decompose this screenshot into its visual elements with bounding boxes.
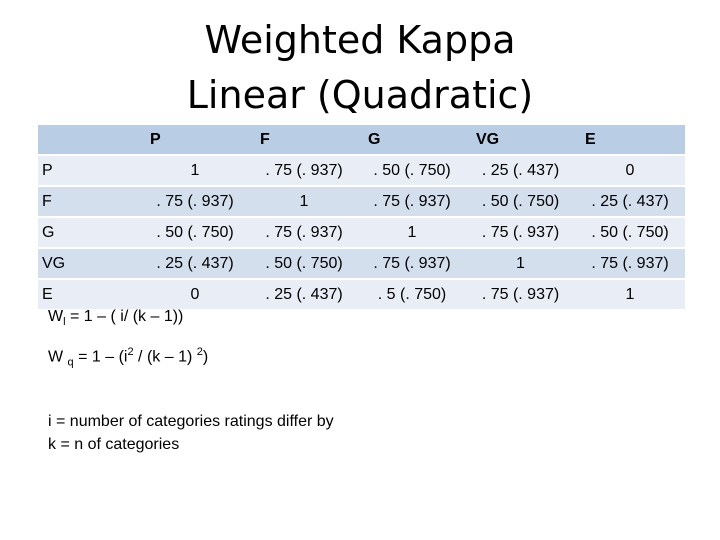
formula-superscript: 2	[127, 346, 134, 358]
title-line: Linear (Quadratic)	[186, 73, 534, 117]
table-row: G. 50 (. 750). 75 (. 937) 1. 75 (. 937). …	[38, 217, 685, 249]
table-cell: . 25 (. 437)	[250, 279, 358, 311]
table-cell: 1	[140, 155, 250, 187]
header-cell: G	[358, 125, 466, 156]
definition: i = number of categories ratings differ …	[48, 413, 334, 430]
table-cell: 0	[575, 155, 685, 187]
header-cell: VG	[466, 125, 575, 156]
table-cell: . 75 (. 937)	[358, 248, 466, 280]
table-cell: 1	[358, 217, 466, 249]
formula-text: = 1 – ( i/ (k – 1))	[65, 308, 184, 325]
row-label: E	[38, 279, 140, 311]
table-row: F. 75 (. 937) 1. 75 (. 937). 50 (. 750). …	[38, 186, 685, 218]
table-cell: . 75 (. 937)	[140, 186, 250, 218]
table-cell: . 75 (. 937)	[358, 186, 466, 218]
formula-subscript: l	[63, 316, 66, 329]
table-cell: . 25 (. 437)	[466, 155, 575, 187]
table-cell: . 50 (. 750)	[575, 217, 685, 249]
table-cell: . 50 (. 750)	[466, 186, 575, 218]
header-cell	[38, 125, 140, 156]
header-cell: F	[250, 125, 358, 156]
formula-text: )	[202, 348, 209, 366]
formula-text: = 1 – (i	[73, 348, 128, 366]
table-cell: . 75 (. 937)	[250, 217, 358, 249]
header-row: P F G VG E	[38, 125, 685, 156]
table-cell: . 75 (. 937)	[250, 155, 358, 187]
table-cell: . 50 (. 750)	[358, 155, 466, 187]
table-cell: . 75 (. 937)	[466, 217, 575, 249]
table-cell: . 25 (. 437)	[140, 248, 250, 280]
formula-text: W	[48, 348, 68, 366]
formula-text: / (k – 1)	[133, 348, 197, 366]
table-cell: 1	[250, 186, 358, 218]
row-label: G	[38, 217, 140, 249]
formula-subscript: q	[67, 356, 74, 369]
table-cell: 1	[466, 248, 575, 280]
row-label: VG	[38, 248, 140, 280]
header-cell: E	[575, 125, 685, 156]
table-cell: . 5 (. 750)	[358, 279, 466, 311]
title-line: Weighted Kappa	[204, 18, 516, 62]
table-cell: . 25 (. 437)	[575, 186, 685, 218]
quadratic-formula: W q = 1 – (i2 / (k – 1) 2)	[48, 346, 208, 369]
table-cell: 1	[575, 279, 685, 311]
table-cell: . 75 (. 937)	[466, 279, 575, 311]
table-cell: . 50 (. 750)	[140, 217, 250, 249]
row-label: F	[38, 186, 140, 218]
header-cell: P	[140, 125, 250, 156]
table-cell: . 50 (. 750)	[250, 248, 358, 280]
row-label: P	[38, 155, 140, 187]
table-cell: . 75 (. 937)	[575, 248, 685, 280]
table-row: VG. 25 (. 437). 50 (. 750). 75 (. 937) 1.…	[38, 248, 685, 280]
linear-formula: Wl = 1 – ( i/ (k – 1))	[48, 308, 183, 328]
definition: k = n of categories	[48, 436, 180, 453]
formula-superscript: 2	[196, 346, 203, 358]
table-cell: 0	[140, 279, 250, 311]
formula-text: W	[48, 308, 64, 325]
